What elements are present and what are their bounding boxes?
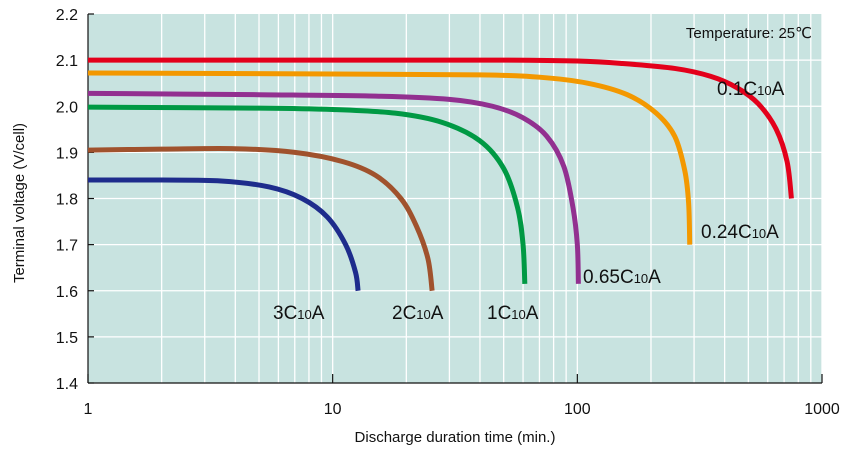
series-labels: 0.1C10A 0.24C10A 0.65C10A 1C10A 2C10A 3C10A	[273, 79, 785, 324]
series-line-0-1c	[88, 57, 794, 199]
series-line-0-65c	[87, 90, 581, 284]
series-label: 0.1C10A	[717, 79, 785, 100]
series-line-2c	[87, 146, 435, 292]
series-label: 0.65C10A	[583, 267, 661, 288]
x-tick-label: 10	[324, 401, 342, 418]
series-line-1c	[87, 104, 528, 284]
y-tick-label: 2.2	[56, 7, 78, 24]
x-axis-title: Discharge duration time (min.)	[355, 429, 556, 446]
x-tick-label: 100	[564, 401, 591, 418]
series-label: 1C10A	[487, 303, 539, 324]
series-label: 2C10A	[392, 303, 444, 324]
y-tick-label: 2.1	[56, 53, 78, 70]
y-tick-label: 1.5	[56, 330, 78, 347]
annotation-temperature: Temperature: 25℃	[686, 25, 812, 42]
series-line-3c	[87, 177, 361, 292]
y-tick-label: 1.9	[56, 145, 78, 162]
series-lines	[87, 57, 794, 292]
y-tick-label: 1.7	[56, 238, 78, 255]
series-line-0-24c	[87, 70, 693, 245]
y-tick-label: 1.8	[56, 192, 78, 209]
x-tick-label: 1	[84, 401, 93, 418]
y-tick-label: 2.0	[56, 99, 78, 116]
series-label: 0.24C10A	[701, 222, 779, 243]
x-tick-label: 1000	[804, 401, 840, 418]
tick-labels: 1.4 1.5 1.6 1.7 1.8 1.9 2.0 2.1 2.2 1 10 100 1000	[56, 7, 840, 418]
y-tick-label: 1.6	[56, 284, 78, 301]
y-tick-label: 1.4	[56, 376, 78, 393]
y-axis-title: Terminal voltage (V/cell)	[11, 123, 28, 283]
series-label: 3C10A	[273, 303, 325, 324]
